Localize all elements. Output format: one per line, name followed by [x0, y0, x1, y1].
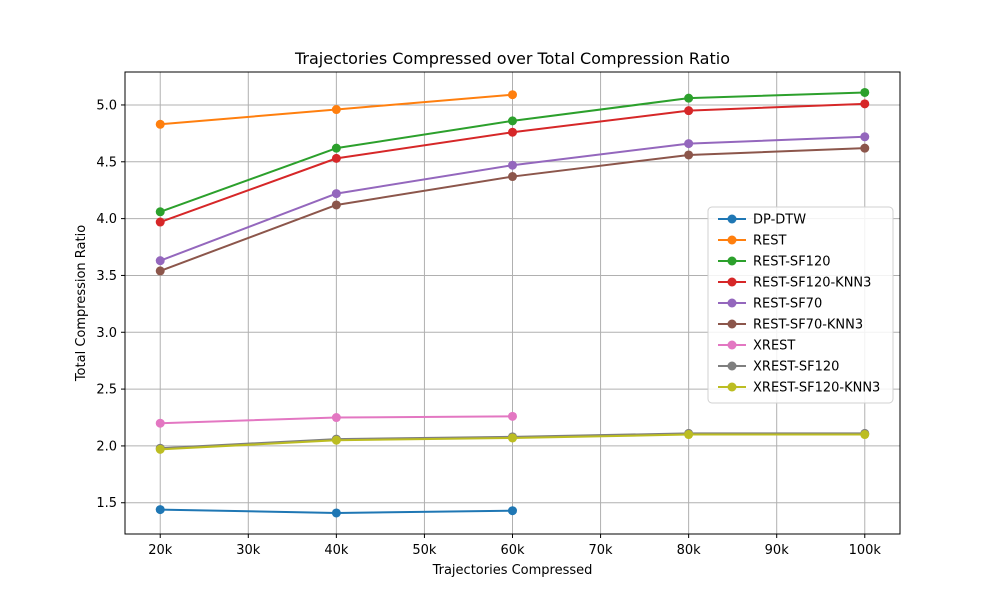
series-dp-dtw	[155, 505, 517, 518]
series-rest-sf70	[155, 132, 870, 266]
data-point-rest-sf120	[860, 87, 870, 97]
y-tick-label: 2.0	[96, 439, 117, 454]
x-tick-label: 80k	[677, 543, 702, 558]
data-point-xrest-sf120-knn3	[860, 430, 870, 440]
data-point-rest-sf120-knn3	[155, 217, 165, 227]
data-point-xrest	[155, 418, 165, 428]
y-tick-label: 4.5	[96, 155, 117, 170]
x-tick-label: 100k	[849, 543, 882, 558]
legend-label: XREST-SF120	[753, 360, 839, 375]
chart-title: Trajectories Compressed over Total Compr…	[294, 49, 730, 68]
y-axis-title: Total Compression Ratio	[74, 225, 89, 382]
legend-item-rest-sf120-knn3: REST-SF120-KNN3	[718, 276, 871, 291]
legend-item-rest-sf120: REST-SF120	[718, 255, 830, 270]
x-tick-label: 20k	[148, 543, 173, 558]
data-point-xrest	[331, 413, 341, 423]
series-xrest	[155, 411, 517, 428]
legend-label: REST-SF70-KNN3	[753, 318, 863, 333]
legend-item-rest-sf70: REST-SF70	[718, 297, 822, 312]
data-point-dp-dtw	[508, 506, 517, 516]
legend-label: XREST-SF120-KNN3	[753, 381, 880, 396]
series-rest-sf70-knn3	[155, 143, 870, 276]
data-point-xrest-sf120-knn3	[331, 435, 341, 445]
y-tick-label: 3.0	[96, 326, 117, 341]
x-tick-label: 60k	[500, 543, 525, 558]
x-axis-title: Trajectories Compressed	[432, 563, 593, 578]
legend: DP-DTW REST REST-SF120 REST-SF120-KNN3 REST-…	[707, 206, 894, 404]
data-point-rest-sf120-knn3	[684, 106, 694, 116]
legend-label: REST-SF70	[753, 297, 822, 312]
data-point-xrest-sf120-knn3	[508, 433, 517, 443]
data-point-rest-sf120	[684, 93, 694, 103]
series-xrest-sf120-knn3	[155, 430, 870, 454]
legend-swatch-marker	[727, 340, 737, 350]
y-tick-label: 3.5	[96, 269, 117, 284]
data-point-rest	[508, 90, 517, 100]
data-point-rest-sf120	[508, 116, 517, 126]
data-point-rest-sf70	[508, 160, 517, 170]
data-point-dp-dtw	[331, 508, 341, 518]
legend-label: XREST	[753, 339, 795, 354]
y-axis: 1.5 2.0 2.5 3.0 3.5 4.0 4.5 5.0	[96, 98, 125, 511]
data-point-xrest	[508, 411, 517, 421]
legend-item-dp-dtw: DP-DTW	[718, 213, 806, 228]
data-point-rest-sf70	[860, 132, 870, 142]
y-tick-label: 1.5	[96, 496, 117, 511]
legend-swatch-marker	[727, 214, 737, 224]
legend-swatch-marker	[727, 319, 737, 329]
series-layer	[155, 87, 870, 518]
data-point-rest-sf70-knn3	[860, 143, 870, 153]
data-point-rest-sf70	[331, 189, 341, 199]
x-tick-label: 70k	[589, 543, 614, 558]
x-axis: 20k 30k 40k 50k 60k 70k 80k 90k 100k	[148, 534, 881, 558]
data-point-rest-sf70	[155, 256, 165, 266]
legend-label: REST	[753, 234, 786, 249]
data-point-dp-dtw	[155, 505, 165, 515]
data-point-rest-sf70-knn3	[508, 172, 517, 182]
series-rest	[155, 90, 517, 129]
legend-swatch-marker	[727, 361, 737, 371]
data-point-rest-sf70	[684, 139, 694, 149]
legend-swatch-marker	[727, 235, 737, 245]
x-tick-label: 90k	[765, 543, 790, 558]
y-tick-label: 5.0	[96, 98, 117, 113]
series-rest-sf120-knn3	[155, 99, 870, 227]
legend-swatch-marker	[727, 277, 737, 287]
series-rest-sf120	[155, 87, 870, 217]
legend-item-rest: REST	[718, 234, 786, 249]
y-tick-label: 4.0	[96, 212, 117, 227]
legend-swatch-marker	[727, 382, 737, 392]
legend-item-xrest-sf120: XREST-SF120	[718, 360, 839, 375]
data-point-rest	[155, 119, 165, 129]
legend-label: DP-DTW	[753, 213, 806, 228]
legend-item-xrest: XREST	[718, 339, 795, 354]
data-point-rest-sf70-knn3	[155, 266, 165, 276]
data-point-xrest-sf120-knn3	[155, 444, 165, 454]
legend-label: REST-SF120	[753, 255, 830, 270]
data-point-rest-sf120-knn3	[508, 127, 517, 137]
data-point-rest-sf70-knn3	[331, 200, 341, 210]
x-tick-label: 40k	[324, 543, 349, 558]
data-point-rest-sf70-knn3	[684, 150, 694, 160]
legend-box	[707, 206, 894, 404]
legend-swatch-marker	[727, 298, 737, 308]
legend-item-xrest-sf120-knn3: XREST-SF120-KNN3	[718, 381, 880, 396]
data-point-xrest-sf120-knn3	[684, 430, 694, 440]
x-tick-label: 50k	[412, 543, 437, 558]
legend-label: REST-SF120-KNN3	[753, 276, 871, 291]
y-tick-label: 2.5	[96, 383, 117, 398]
x-tick-label: 30k	[236, 543, 261, 558]
data-point-rest-sf120-knn3	[860, 99, 870, 109]
data-point-rest	[331, 105, 341, 115]
data-point-rest-sf120	[331, 143, 341, 153]
legend-item-rest-sf70-knn3: REST-SF70-KNN3	[718, 318, 863, 333]
legend-swatch-marker	[727, 256, 737, 266]
data-point-rest-sf120	[155, 207, 165, 217]
data-point-rest-sf120-knn3	[331, 153, 341, 163]
